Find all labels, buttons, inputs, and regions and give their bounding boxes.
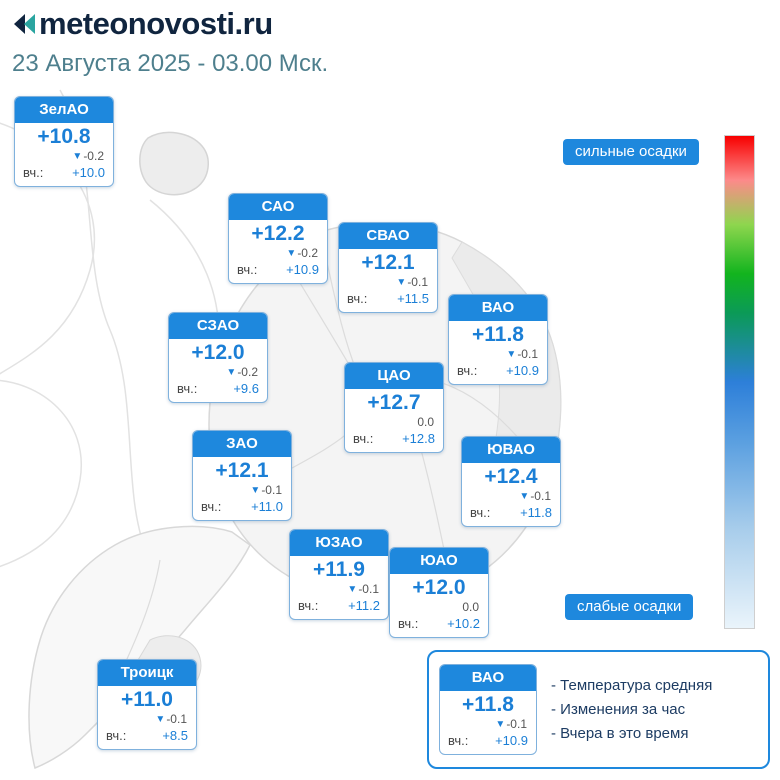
down-arrow-icon: ▼ [286,248,297,259]
district-temp: +11.9 [313,558,365,581]
district-change: -0.1 [530,489,551,503]
yesterday-label: вч.: [470,505,491,520]
yesterday-value: +10.9 [495,733,528,748]
district-change: -0.1 [517,347,538,361]
logo-icon [14,14,35,34]
explainer-line-hour-change: - Изменения за час [551,701,686,718]
down-arrow-icon: ▼ [396,277,407,288]
yesterday-label: вч.: [177,381,198,396]
down-arrow-icon: ▼ [155,714,166,725]
explainer-line-yesterday: - Вчера в это время [551,725,689,742]
district-card-szao: СЗАО +12.0 ▼ -0.2 вч.: +9.6 [168,312,268,403]
district-card-yuzao: ЮЗАО +11.9 ▼ -0.1 вч.: +11.2 [289,529,389,620]
district-card-cao: ЦАО +12.7 0.0 вч.: +12.8 [344,362,444,453]
district-card-svao: СВАО +12.1 ▼ -0.1 вч.: +11.5 [338,222,438,313]
district-name: ВАО [440,665,536,691]
district-name: Троицк [98,660,196,686]
weak-precipitation-label: слабые осадки [565,594,694,620]
district-name: ЗелАО [15,97,113,123]
district-temp: +12.0 [191,341,245,364]
district-change: -0.1 [407,275,428,289]
district-name: ЗАО [193,431,291,457]
down-arrow-icon: ▼ [506,349,517,360]
district-temp: +12.0 [412,576,466,599]
district-temp: +12.1 [361,251,415,274]
yesterday-value: +10.0 [72,165,105,180]
district-temp: +11.8 [462,693,514,716]
district-card-sao: САО +12.2 ▼ -0.2 вч.: +10.9 [228,193,328,284]
yesterday-value: +11.2 [348,598,380,613]
district-temp: +12.4 [484,465,538,488]
legend-explainer-box: ВАО +11.8 ▼ -0.1 вч.: +10.9 - Температура … [427,650,770,769]
district-name: САО [229,194,327,220]
yesterday-value: +10.9 [286,262,319,277]
yesterday-value: +8.5 [162,728,188,743]
district-temp: +12.1 [215,459,269,482]
down-arrow-icon: ▼ [519,491,530,502]
district-name: ЮЗАО [290,530,388,556]
site-logo[interactable]: meteonovosti.ru [12,6,328,42]
strong-precipitation-label: сильные осадки [563,139,699,165]
district-card-zao: ЗАО +12.1 ▼ -0.1 вч.: +11.0 [192,430,292,521]
down-arrow-icon: ▼ [226,367,237,378]
explainer-line-temperature: - Температура средняя [551,677,713,694]
district-change: 0.0 [417,415,434,429]
yesterday-value: +11.5 [397,291,429,306]
down-arrow-icon: ▼ [72,151,83,162]
down-arrow-icon: ▼ [347,584,358,595]
sample-district-card: ВАО +11.8 ▼ -0.1 вч.: +10.9 [439,664,537,755]
district-change: -0.1 [506,717,527,731]
district-temp: +10.8 [37,125,91,148]
district-card-yuao: ЮАО +12.0 0.0 вч.: +10.2 [389,547,489,638]
date-time: 23 Августа 2025 - 03.00 Мск. [12,50,329,77]
yesterday-label: вч.: [457,363,478,378]
district-card-yuvao: ЮВАО +12.4 ▼ -0.1 вч.: +11.8 [461,436,561,527]
district-change: -0.1 [358,582,379,596]
yesterday-label: вч.: [448,733,469,748]
yesterday-value: +11.0 [251,499,283,514]
district-temp: +11.0 [121,688,173,711]
district-change: -0.2 [83,149,104,163]
site-header: meteonovosti.ru 23 Августа 2025 - 03.00 … [12,6,328,78]
district-name: СЗАО [169,313,267,339]
district-temp: +12.7 [367,391,421,414]
down-arrow-icon: ▼ [250,485,261,496]
district-change: -0.1 [166,712,187,726]
down-arrow-icon: ▼ [495,719,506,730]
district-name: ЦАО [345,363,443,389]
district-change: -0.2 [297,246,318,260]
logo-text: meteonovosti.ru [39,6,273,41]
yesterday-value: +10.2 [447,616,480,631]
yesterday-label: вч.: [353,431,374,446]
explainer-lines: - Температура средняя - Изменения за час… [551,677,712,742]
yesterday-value: +11.8 [520,505,552,520]
precipitation-color-scale [724,135,755,629]
district-name: ЮВАО [462,437,560,463]
yesterday-label: вч.: [347,291,368,306]
district-temp: +11.8 [472,323,524,346]
district-change: -0.2 [237,365,258,379]
district-name: ЮАО [390,548,488,574]
yesterday-label: вч.: [106,728,127,743]
district-name: СВАО [339,223,437,249]
district-card-vao: ВАО +11.8 ▼ -0.1 вч.: +10.9 [448,294,548,385]
yesterday-value: +12.8 [402,431,435,446]
district-card-troitsk: Троицк +11.0 ▼ -0.1 вч.: +8.5 [97,659,197,750]
district-change: 0.0 [462,600,479,614]
yesterday-label: вч.: [201,499,222,514]
yesterday-value: +9.6 [233,381,259,396]
district-name: ВАО [449,295,547,321]
yesterday-label: вч.: [23,165,44,180]
district-card-zelao: ЗелАО +10.8 ▼ -0.2 вч.: +10.0 [14,96,114,187]
yesterday-value: +10.9 [506,363,539,378]
yesterday-label: вч.: [398,616,419,631]
yesterday-label: вч.: [298,598,319,613]
district-change: -0.1 [261,483,282,497]
yesterday-label: вч.: [237,262,258,277]
district-temp: +12.2 [251,222,305,245]
